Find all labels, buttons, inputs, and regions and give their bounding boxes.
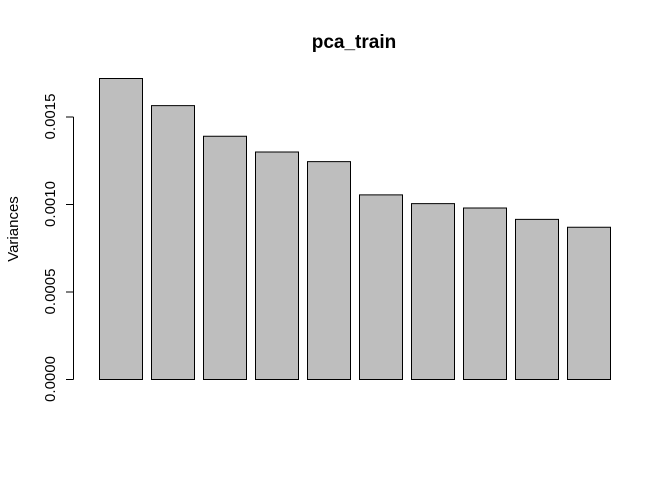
bars-group — [99, 78, 611, 380]
bar-2 — [151, 105, 195, 380]
bar-5 — [307, 161, 351, 380]
bar-6 — [359, 194, 403, 380]
bar-10 — [567, 226, 611, 380]
bar-4 — [255, 151, 299, 380]
y-axis-label: Variances — [5, 196, 22, 262]
bar-8 — [463, 207, 507, 380]
y-tick-label-3: 0.0015 — [42, 94, 59, 140]
bar-1 — [99, 78, 143, 380]
chart-title: pca_train — [312, 32, 396, 53]
bar-9 — [515, 218, 559, 380]
y-axis: 0.0000 0.0005 0.0010 0.0015 — [42, 94, 74, 402]
bar-7 — [411, 203, 455, 380]
bar-3 — [203, 135, 247, 380]
y-tick-label-0: 0.0000 — [42, 356, 59, 402]
y-tick-label-2: 0.0010 — [42, 181, 59, 227]
y-tick-label-1: 0.0005 — [42, 269, 59, 315]
